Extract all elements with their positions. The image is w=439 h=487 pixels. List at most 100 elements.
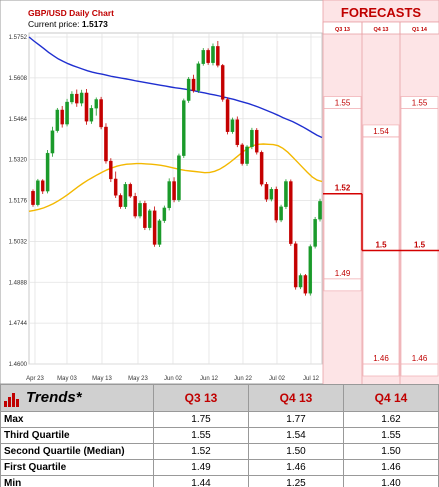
y-tick-label: 1.4600 [9,362,28,368]
x-tick-label: Apr 23 [26,376,44,382]
chart-canvas: 1.5752 1.5608 1.5464 1.5320 1.5176 1.5032 1.48… [0,0,439,384]
forecast-median-label: 1.52 [335,184,351,193]
y-tick-label: 1.5608 [9,76,28,82]
candle-body [94,99,98,109]
table-cell: 1.49 [153,459,249,476]
x-axis-labels: Apr 23 May 03 May 13 May 23 Jun 02 Jun 12 Jun … [26,376,320,382]
table-cell: 1.46 [343,459,439,476]
forecast-col-header: Q3 13 [335,27,350,33]
current-price-label: Current price: 1.5173 [28,19,108,29]
chart-title: GBP/USD Daily Chart [28,8,114,18]
table-row: Min 1.44 1.25 1.40 [0,475,439,487]
table-cell: 1.52 [153,443,249,460]
candle-body [289,181,293,244]
candle-body [40,180,45,192]
table-row: Third Quartile 1.55 1.54 1.55 [0,427,439,444]
row-label: Second Quartile (Median) [0,443,154,460]
y-tick-label: 1.5752 [9,35,28,41]
candle-body [191,78,196,91]
forecast-col-header: Q1 14 [412,27,428,33]
candle-body [264,184,269,200]
candle-body [167,181,171,209]
candle-body [70,93,74,103]
candle-body [104,126,108,162]
x-tick-label: Jun 22 [234,376,253,382]
candle-body [50,130,55,154]
candle-body [186,78,191,101]
row-label: Min [0,475,154,487]
candle-body [133,196,137,217]
candle-body [274,188,278,221]
candle-body [177,155,181,201]
candle-body [216,46,220,66]
bar-chart-icon [4,390,20,407]
moving-averages [28,36,323,212]
trends-col-header: Q4 13 [248,384,344,412]
y-tick-label: 1.5320 [9,158,28,164]
row-label: Third Quartile [0,427,154,444]
row-label: First Quartile [0,459,154,476]
candle-body [220,65,225,100]
candle-body [138,203,142,217]
table-row: Second Quartile (Median) 1.52 1.50 1.50 [0,443,439,460]
row-label: Max [0,411,154,428]
candle-body [211,46,215,63]
candle-body [235,119,240,146]
y-axis-labels: 1.5752 1.5608 1.5464 1.5320 1.5176 1.5032 1.48… [9,35,28,368]
moving-average-long-line [28,36,323,139]
table-cell: 1.55 [153,427,249,444]
x-tick-label: May 23 [128,376,148,382]
candle-body [293,243,298,288]
candle-body [128,184,133,197]
y-tick-label: 1.4888 [9,280,28,286]
forecast-title: FORECASTS [341,5,422,20]
table-cell: 1.46 [248,459,344,476]
table-cell: 1.77 [248,411,344,428]
candle-body [143,203,147,228]
table-cell: 1.50 [248,443,344,460]
trends-title: Trends* [26,389,82,407]
table-cell: 1.75 [153,411,249,428]
table-cell: 1.62 [343,411,439,428]
candle-body [269,188,274,200]
candle-body [84,92,89,122]
current-price-value: 1.5173 [82,19,108,29]
x-tick-label: May 13 [92,376,112,382]
candle-body [65,101,69,125]
candle-body [313,219,317,247]
candle-body [60,109,64,125]
trends-title-cell: Trends* [0,384,154,412]
candle-body [109,160,113,180]
candle-body [75,93,79,104]
table-cell: 1.25 [248,475,344,487]
y-tick-label: 1.5464 [9,117,28,123]
candle-body [230,119,235,132]
forecast-low-label: 1.46 [412,354,428,363]
candle-body [196,63,201,91]
table-cell: 1.44 [153,475,249,487]
table-row: First Quartile 1.49 1.46 1.46 [0,459,439,476]
forecast-median-label: 1.5 [375,240,387,249]
forecast-high-label: 1.55 [412,99,428,108]
candle-body [147,210,152,228]
x-tick-label: Jul 02 [269,376,286,382]
x-tick-label: Jun 12 [200,376,219,382]
candle-body [279,206,283,221]
forecast-low-label: 1.49 [335,269,351,278]
table-cell: 1.55 [343,427,439,444]
trends-col-header: Q3 13 [153,384,249,412]
trends-header-row: Trends* Q3 13 Q4 13 Q4 14 [0,384,439,412]
candle-body [113,178,118,196]
candle-body [298,275,303,288]
candle-body [172,181,176,201]
y-tick-label: 1.5176 [9,199,28,205]
candle-body [157,220,162,245]
candle-body [99,99,103,128]
forecast-col-header: Q4 13 [374,27,389,33]
moving-average-short-line [28,143,323,212]
candle-body [45,152,50,192]
trends-col-header: Q4 14 [343,384,439,412]
table-row: Max 1.75 1.77 1.62 [0,411,439,428]
candle-body [201,50,206,64]
